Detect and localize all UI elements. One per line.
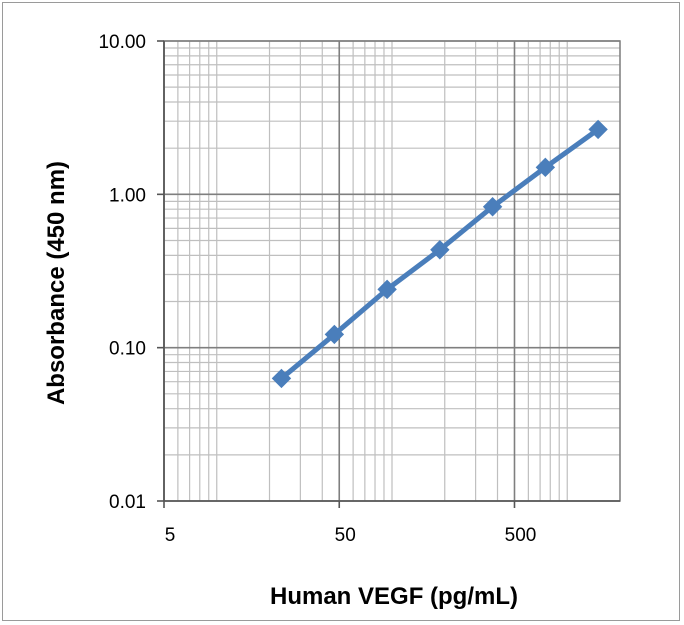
minor-gridlines	[164, 41, 621, 501]
data-point	[377, 279, 397, 300]
data-point	[430, 240, 450, 260]
axis-lines	[157, 40, 620, 508]
x-tick-label: 5	[165, 525, 176, 546]
data-point	[271, 368, 292, 389]
y-tick-label: 0.10	[109, 339, 146, 360]
x-tick-label: 500	[505, 525, 537, 546]
y-tick-label: 10.00	[98, 32, 146, 53]
y-tick-label: 0.01	[109, 492, 146, 513]
x-tick-label: 50	[335, 525, 356, 546]
series-group	[271, 119, 608, 389]
data-point	[324, 324, 345, 345]
y-tick-label: 1.00	[109, 185, 146, 206]
data-point	[482, 197, 503, 217]
data-point	[588, 119, 608, 140]
data-point	[535, 157, 556, 178]
x-axis-title: Human VEGF (pg/mL)	[270, 583, 518, 610]
x-tick-labels: 5 50 500	[165, 525, 537, 546]
y-axis-title: Absorbance (450 nm)	[43, 161, 70, 405]
y-tick-labels: 10.00 1.00 0.10 0.01	[98, 32, 146, 513]
